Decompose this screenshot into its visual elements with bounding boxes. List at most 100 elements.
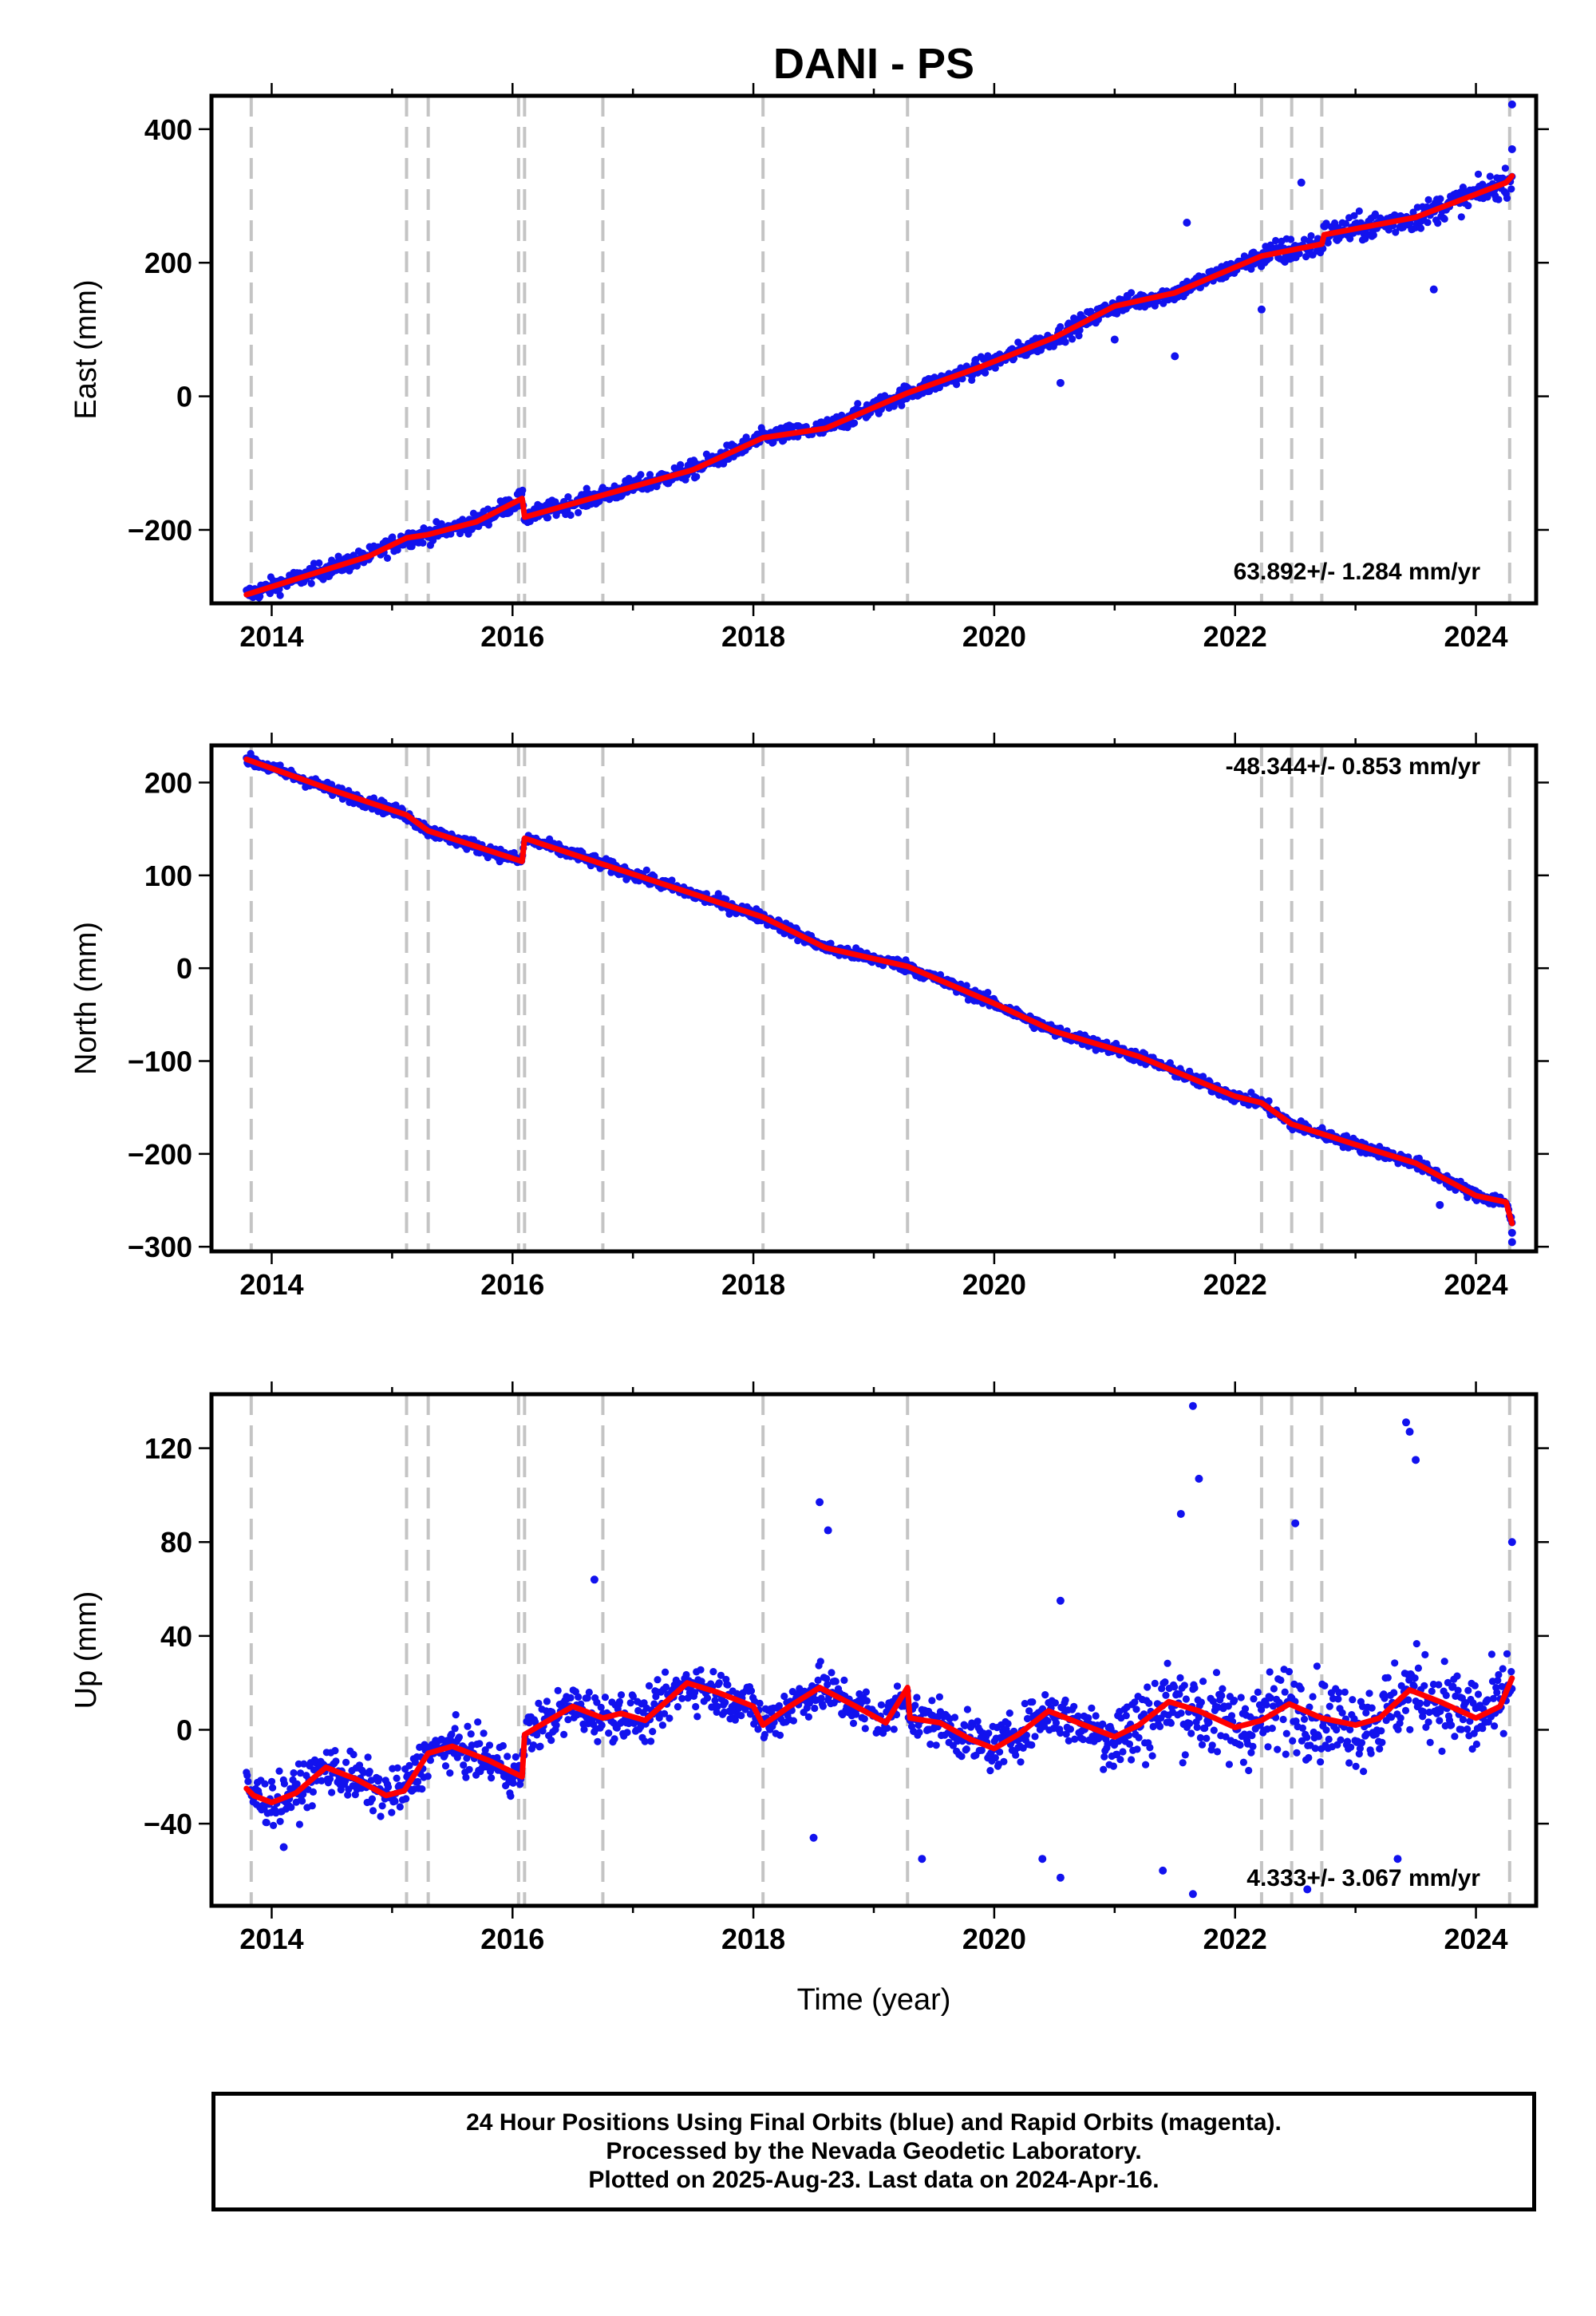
y-axis-label: North (mm) xyxy=(69,922,103,1075)
data-point xyxy=(1303,1733,1311,1741)
data-point xyxy=(481,1746,489,1754)
data-point xyxy=(928,1697,936,1705)
data-point xyxy=(854,400,862,408)
data-point xyxy=(564,493,572,501)
data-point xyxy=(290,1769,298,1777)
data-point xyxy=(267,1777,276,1785)
data-point xyxy=(1466,1717,1474,1725)
y-tick-label: −300 xyxy=(128,1231,192,1263)
data-point xyxy=(662,1668,670,1676)
data-point xyxy=(817,1694,825,1702)
data-point xyxy=(1495,196,1503,204)
data-point xyxy=(662,1683,670,1691)
data-point xyxy=(243,1772,251,1780)
y-tick-label: −200 xyxy=(128,1138,192,1171)
data-point xyxy=(1489,1694,1498,1702)
data-point xyxy=(1333,1725,1341,1734)
data-point xyxy=(1392,228,1400,236)
data-point xyxy=(350,1750,358,1759)
data-point xyxy=(1341,1688,1349,1696)
outlier-point xyxy=(1297,178,1306,187)
data-point xyxy=(488,1774,496,1782)
data-point xyxy=(754,1725,762,1733)
data-point xyxy=(1362,1709,1370,1717)
model-fit-line xyxy=(243,1675,1515,1806)
data-point xyxy=(1017,1758,1025,1766)
data-point xyxy=(1335,1689,1343,1697)
data-point xyxy=(678,1694,686,1702)
data-point xyxy=(811,1704,819,1713)
data-point xyxy=(1420,1682,1428,1690)
data-point xyxy=(419,539,427,547)
data-point xyxy=(1219,1685,1227,1693)
data-point xyxy=(583,1694,591,1702)
data-point xyxy=(446,1769,454,1777)
data-point xyxy=(1426,1738,1434,1746)
data-point xyxy=(827,939,835,947)
data-point xyxy=(1116,1756,1124,1764)
data-point xyxy=(746,1710,755,1718)
data-point xyxy=(984,989,992,997)
outlier-point xyxy=(1188,1401,1197,1410)
data-point xyxy=(560,1730,568,1738)
data-point xyxy=(714,890,722,898)
data-point xyxy=(1311,1745,1319,1753)
data-point xyxy=(756,1699,764,1707)
data-point xyxy=(1218,1692,1226,1700)
data-point xyxy=(1378,1738,1386,1746)
data-point xyxy=(863,1697,871,1705)
data-point xyxy=(1356,1745,1364,1753)
panels-container: 2014 2016 2018 2020 2022 2024−2000200400East … xyxy=(69,83,1549,1955)
data-point xyxy=(610,1735,618,1743)
outlier-point xyxy=(1303,1885,1312,1894)
data-point xyxy=(1075,332,1083,340)
data-point xyxy=(804,1713,813,1721)
data-point xyxy=(823,1674,831,1682)
data-point xyxy=(1495,1670,1503,1679)
data-point xyxy=(1501,164,1509,172)
outlier-point xyxy=(1056,378,1065,387)
data-point xyxy=(1424,219,1432,227)
data-point xyxy=(1156,1722,1164,1730)
data-point xyxy=(1324,239,1332,247)
data-point xyxy=(991,364,999,372)
data-point xyxy=(1468,1745,1476,1753)
data-point xyxy=(1442,1691,1450,1699)
data-point xyxy=(646,471,654,479)
data-point xyxy=(1197,1698,1205,1706)
outlier-point xyxy=(1176,1509,1185,1518)
data-point xyxy=(962,1745,970,1753)
data-point xyxy=(650,1700,658,1708)
data-point xyxy=(915,1729,923,1737)
outlier-point xyxy=(1402,1418,1411,1427)
data-point xyxy=(1135,1733,1143,1741)
data-point xyxy=(1421,1650,1429,1658)
data-point xyxy=(1420,1708,1428,1716)
outlier-point xyxy=(279,1843,288,1852)
outlier-point xyxy=(1507,144,1516,153)
data-point xyxy=(1483,1696,1491,1704)
data-point xyxy=(1368,1704,1376,1712)
data-point xyxy=(1163,1659,1171,1667)
x-tick-label: 2024 xyxy=(1444,1268,1507,1301)
outlier-point xyxy=(1507,1238,1516,1247)
data-point xyxy=(1334,1695,1342,1703)
data-point xyxy=(1279,1715,1287,1724)
data-point xyxy=(1464,1725,1472,1733)
data-point xyxy=(641,1737,649,1745)
x-tick-label: 2022 xyxy=(1203,620,1267,653)
data-point xyxy=(519,486,527,495)
data-point xyxy=(414,1777,422,1786)
data-point xyxy=(1066,1725,1074,1733)
outlier-point xyxy=(1507,1538,1516,1547)
velocity-label: -48.344+/- 0.853 mm/yr xyxy=(1226,753,1481,780)
outlier-point xyxy=(1405,1428,1414,1437)
data-point xyxy=(647,1737,655,1745)
data-point xyxy=(819,1702,827,1710)
data-point xyxy=(1381,1694,1389,1702)
data-point xyxy=(1212,1669,1221,1677)
data-point xyxy=(383,554,392,563)
data-point xyxy=(543,1697,551,1705)
data-point xyxy=(985,1729,993,1737)
